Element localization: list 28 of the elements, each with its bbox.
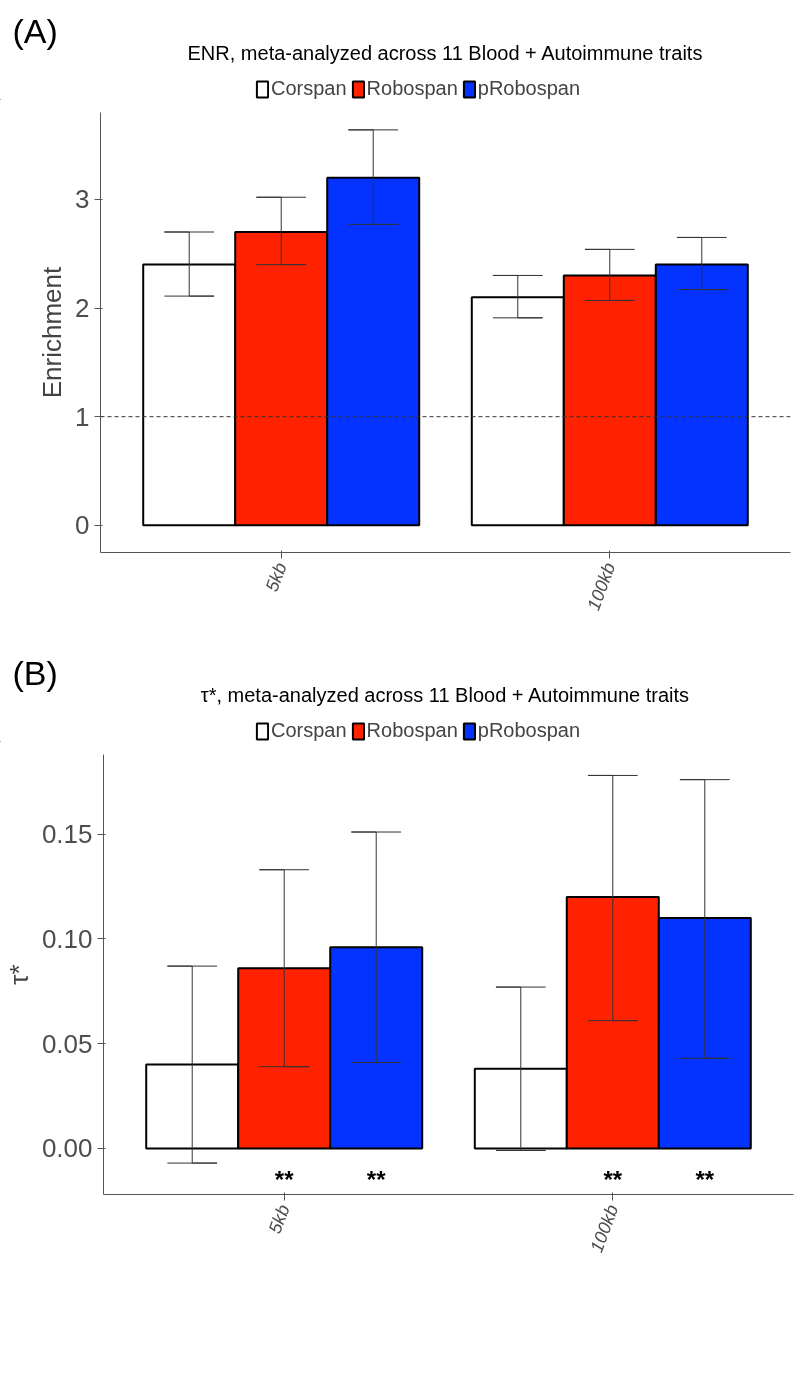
y-tick-label: 0.05: [41, 1028, 93, 1059]
x-tick-label: 100kb: [586, 1202, 623, 1255]
data-label: **: [274, 1165, 295, 1193]
y-tick-label: 3: [75, 184, 90, 215]
y-tick-label: 2: [75, 293, 90, 324]
legend-label: Robospan: [366, 77, 458, 100]
data-label: **: [366, 1165, 387, 1193]
x-tick-label: 5kb: [261, 560, 291, 595]
y-tick-label: 0.15: [41, 819, 93, 850]
text: (A): [12, 11, 58, 50]
data-label: **: [695, 1165, 715, 1193]
y-tick-label: 0: [75, 510, 90, 541]
y-tick-label: 0.10: [41, 923, 93, 954]
legend-label: Corspan: [271, 719, 347, 742]
chart-title: ENR, meta-analyzed across 11 Blood + Autoimmune traits: [187, 41, 703, 64]
text: (B): [12, 653, 58, 692]
legend-label: Robospan: [366, 719, 458, 742]
y-axis-title: Enrichment: [37, 265, 68, 399]
y-tick-label: 1: [75, 401, 90, 432]
legend-label: pRobospan: [477, 77, 581, 100]
chart-title: τ*, meta-analyzed across 11 Blood + Autoimmune traits: [200, 683, 690, 706]
data-label: **: [603, 1165, 623, 1193]
legend-label: Corspan: [271, 77, 347, 100]
y-axis-title: τ*: [3, 964, 34, 985]
y-tick-label: 0.00: [41, 1133, 93, 1164]
legend-label: pRobospan: [477, 719, 581, 742]
x-tick-label: 5kb: [264, 1202, 294, 1237]
x-tick-label: 100kb: [583, 560, 620, 613]
